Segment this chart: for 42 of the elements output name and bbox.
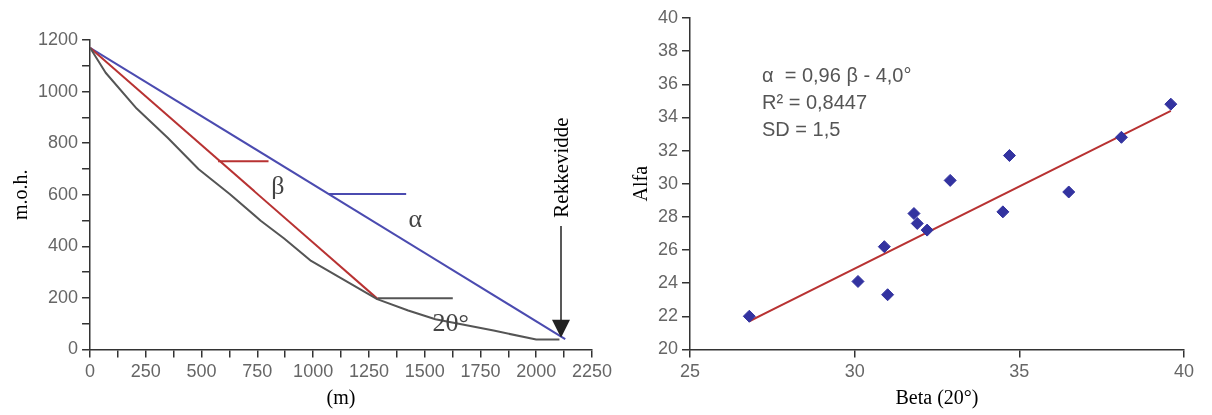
x-tick-label: 250 bbox=[130, 361, 161, 382]
x-tick-label: 1250 bbox=[348, 361, 389, 382]
y-axis-title: m.o.h. bbox=[9, 169, 32, 220]
x-tick-label: 35 bbox=[1009, 361, 1030, 382]
y-tick-label: 24 bbox=[657, 272, 679, 293]
x-axis-title: (m) bbox=[326, 386, 356, 410]
y-tick-label: 1200 bbox=[38, 28, 79, 49]
y-tick-label: 30 bbox=[657, 172, 679, 193]
y-tick-label: 36 bbox=[657, 73, 679, 94]
y-tick-label: 40 bbox=[657, 6, 679, 27]
x-tick-label: 2250 bbox=[571, 361, 613, 382]
y-tick-label: 28 bbox=[657, 205, 679, 226]
x-tick-label: 750 bbox=[242, 361, 273, 382]
annotation: R² = 0,8447 bbox=[762, 90, 868, 113]
x-tick-label: 1750 bbox=[460, 361, 501, 382]
x-tick-label: 40 bbox=[1173, 361, 1195, 382]
y-tick-label: 0 bbox=[68, 338, 79, 359]
annotation: SD = 1,5 bbox=[762, 117, 841, 140]
x-tick-label: 25 bbox=[680, 361, 701, 382]
y-tick-label: 600 bbox=[48, 183, 79, 204]
x-tick-label: 2000 bbox=[516, 361, 557, 382]
y-tick-label: 400 bbox=[48, 235, 79, 256]
y-tick-label: 34 bbox=[657, 106, 679, 127]
x-tick-label: 500 bbox=[186, 361, 217, 382]
x-tick-label: 0 bbox=[85, 361, 96, 382]
y-axis-title: Alfa bbox=[629, 165, 652, 202]
y-tick-label: 38 bbox=[657, 40, 679, 61]
ref-line-label: Rekkevidde bbox=[549, 117, 574, 218]
y-tick-label: 26 bbox=[657, 238, 679, 259]
x-axis-title: Beta (20°) bbox=[895, 386, 979, 410]
x-tick-label: 1000 bbox=[293, 361, 334, 382]
y-tick-label: 32 bbox=[657, 139, 679, 160]
y-tick-label: 1000 bbox=[38, 80, 79, 101]
y-tick-label: 20 bbox=[657, 338, 679, 359]
annotation: α bbox=[408, 203, 423, 233]
x-tick-label: 1500 bbox=[404, 361, 445, 382]
y-tick-label: 800 bbox=[48, 132, 79, 153]
annotation: β bbox=[271, 171, 285, 201]
y-tick-label: 200 bbox=[48, 286, 79, 307]
annotation: α = 0,96 β - 4,0° bbox=[762, 63, 912, 86]
y-tick-label: 22 bbox=[657, 305, 679, 326]
x-tick-label: 30 bbox=[844, 361, 865, 382]
